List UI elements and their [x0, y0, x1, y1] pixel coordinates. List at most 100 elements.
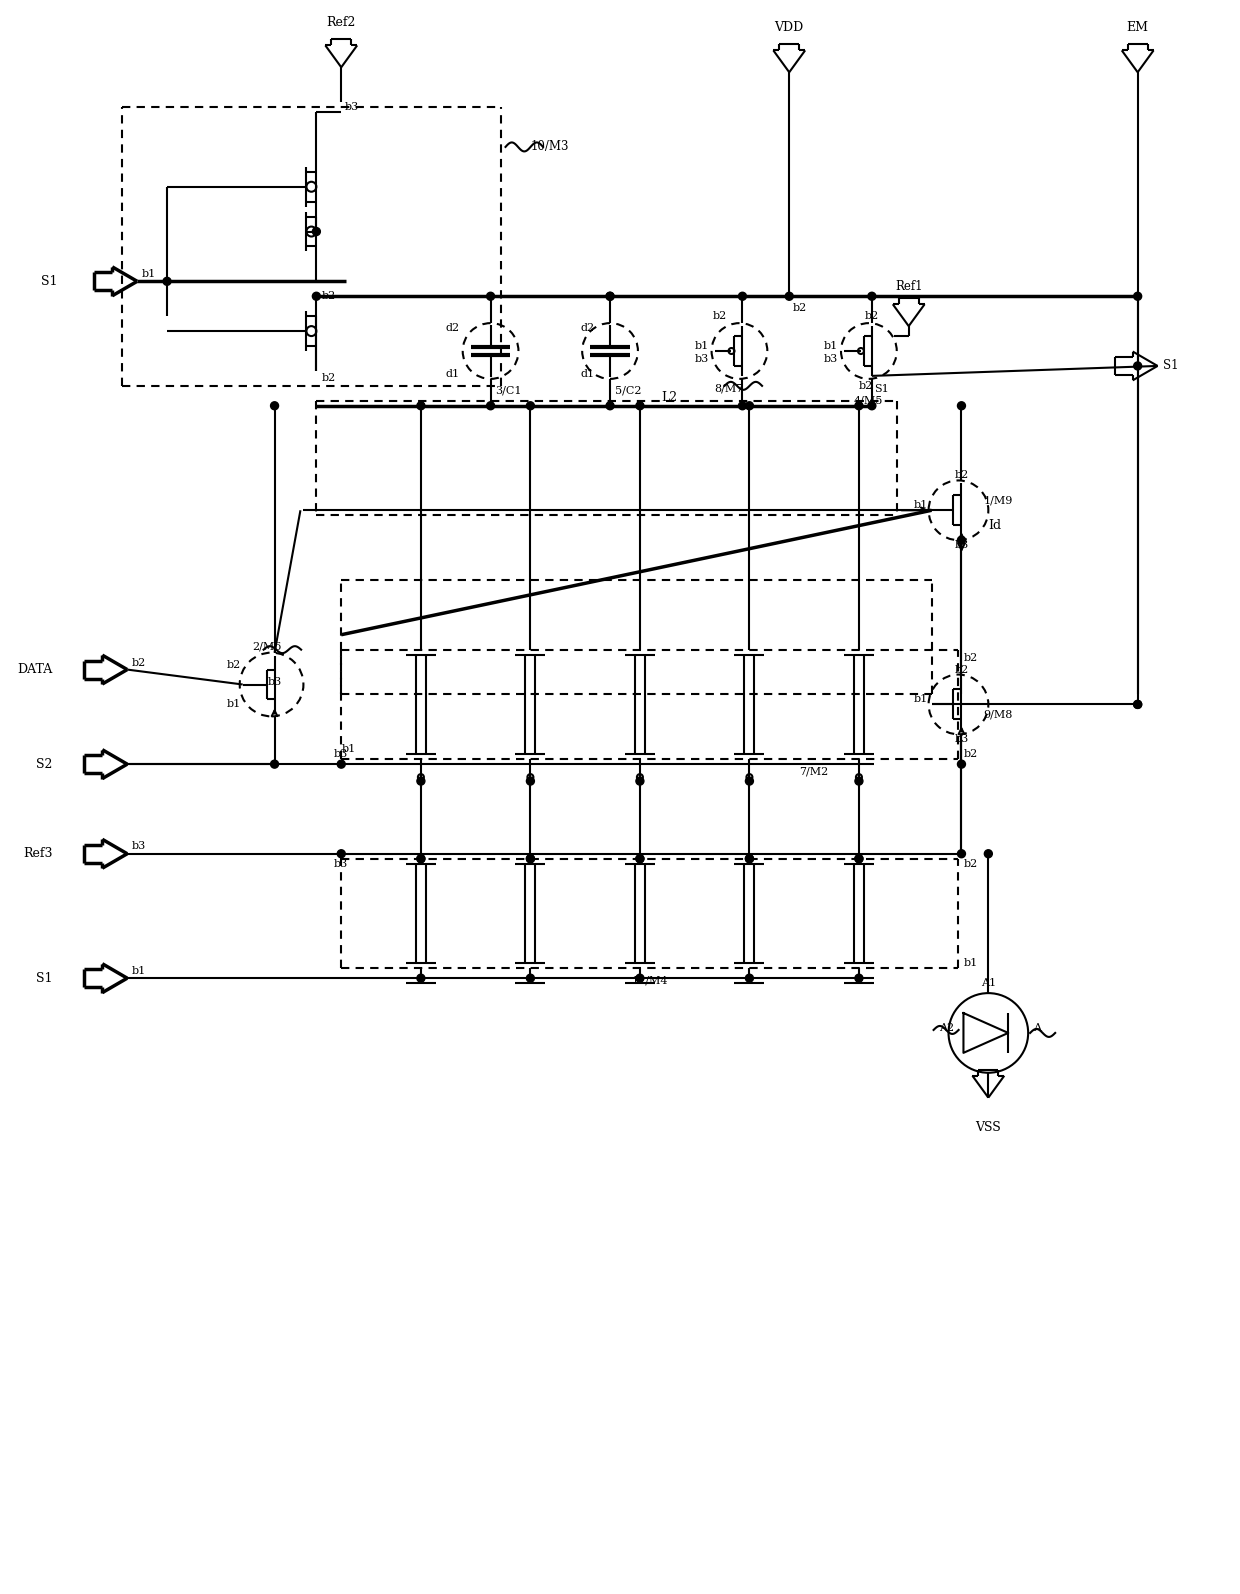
Text: 8/M7: 8/M7: [714, 384, 744, 394]
Text: 5/C2: 5/C2: [615, 386, 641, 395]
Circle shape: [854, 778, 863, 786]
Text: b1: b1: [227, 700, 241, 709]
Text: b3: b3: [955, 540, 968, 550]
Circle shape: [636, 854, 644, 862]
Circle shape: [312, 292, 320, 300]
Text: b2: b2: [859, 381, 873, 391]
Circle shape: [745, 778, 754, 786]
Text: DATA: DATA: [17, 663, 52, 676]
Text: d1: d1: [446, 368, 460, 379]
Text: b2: b2: [963, 859, 977, 869]
Circle shape: [1133, 700, 1142, 708]
Text: b2: b2: [792, 303, 806, 312]
Text: b2: b2: [963, 652, 977, 663]
Text: b3: b3: [334, 859, 348, 869]
Text: d2: d2: [446, 324, 460, 333]
Circle shape: [417, 854, 425, 862]
Circle shape: [606, 292, 614, 300]
Circle shape: [854, 854, 863, 862]
Circle shape: [337, 850, 345, 858]
Text: b3: b3: [694, 354, 709, 363]
Circle shape: [1133, 362, 1142, 370]
Circle shape: [745, 402, 754, 410]
Text: b3: b3: [268, 676, 281, 687]
Circle shape: [745, 974, 754, 982]
Circle shape: [636, 402, 644, 410]
Text: Ref2: Ref2: [326, 16, 356, 29]
Circle shape: [527, 854, 534, 862]
Text: S1: S1: [874, 384, 889, 394]
Text: b1: b1: [694, 341, 709, 351]
Text: L2: L2: [662, 391, 678, 405]
Text: 7/M2: 7/M2: [800, 767, 828, 776]
Circle shape: [417, 402, 425, 410]
Circle shape: [868, 402, 875, 410]
Text: b2: b2: [227, 660, 241, 669]
Circle shape: [985, 850, 992, 858]
Text: b2: b2: [963, 749, 977, 759]
Circle shape: [957, 402, 966, 410]
Text: b2: b2: [955, 470, 968, 480]
Circle shape: [854, 402, 863, 410]
Text: A1: A1: [981, 979, 996, 988]
Text: Id: Id: [988, 518, 1002, 532]
Circle shape: [1133, 292, 1142, 300]
Text: b2: b2: [864, 311, 879, 320]
Text: Ref1: Ref1: [895, 281, 923, 293]
Circle shape: [486, 292, 495, 300]
Circle shape: [606, 402, 614, 410]
Circle shape: [854, 974, 863, 982]
Text: b1: b1: [341, 744, 356, 754]
Text: S1: S1: [36, 972, 52, 985]
Circle shape: [527, 778, 534, 786]
Text: VDD: VDD: [775, 21, 804, 33]
Text: b1: b1: [914, 695, 928, 705]
Text: d1: d1: [582, 368, 595, 379]
Text: A2: A2: [939, 1023, 954, 1033]
Circle shape: [854, 854, 863, 862]
Text: b1: b1: [133, 966, 146, 976]
Circle shape: [957, 760, 966, 768]
Circle shape: [636, 974, 644, 982]
Text: b1: b1: [963, 958, 977, 968]
Circle shape: [636, 778, 644, 786]
Text: b2: b2: [713, 311, 727, 320]
Circle shape: [606, 292, 614, 300]
Text: 9/M8: 9/M8: [983, 709, 1013, 719]
Text: EM: EM: [1127, 21, 1148, 33]
Circle shape: [527, 974, 534, 982]
Text: A: A: [1033, 1023, 1042, 1033]
Text: 4/M5: 4/M5: [854, 395, 883, 406]
Text: b3: b3: [334, 749, 348, 759]
Circle shape: [527, 854, 534, 862]
Text: b2: b2: [321, 373, 336, 383]
Text: Ref3: Ref3: [24, 848, 52, 861]
Text: b1: b1: [143, 269, 156, 279]
Circle shape: [486, 402, 495, 410]
Circle shape: [270, 760, 279, 768]
Circle shape: [957, 850, 966, 858]
Circle shape: [785, 292, 794, 300]
Text: b2: b2: [321, 292, 336, 301]
Circle shape: [527, 402, 534, 410]
Circle shape: [162, 277, 171, 285]
Circle shape: [957, 536, 966, 544]
Circle shape: [417, 778, 425, 786]
Text: 1/M9: 1/M9: [983, 496, 1013, 505]
Text: 2/M6: 2/M6: [252, 642, 281, 652]
Text: b1: b1: [825, 341, 838, 351]
Text: S2: S2: [36, 757, 52, 770]
Circle shape: [337, 760, 345, 768]
Circle shape: [745, 854, 754, 862]
Text: S1: S1: [1163, 359, 1178, 373]
Circle shape: [1133, 700, 1142, 708]
Circle shape: [745, 854, 754, 862]
Text: 3/C1: 3/C1: [496, 386, 522, 395]
Text: d2: d2: [582, 324, 595, 333]
Text: b3: b3: [955, 735, 968, 744]
Text: VSS: VSS: [976, 1121, 1001, 1133]
Text: 11/M4: 11/M4: [631, 976, 668, 985]
Text: b2: b2: [955, 665, 968, 674]
Circle shape: [270, 402, 279, 410]
Circle shape: [739, 292, 746, 300]
